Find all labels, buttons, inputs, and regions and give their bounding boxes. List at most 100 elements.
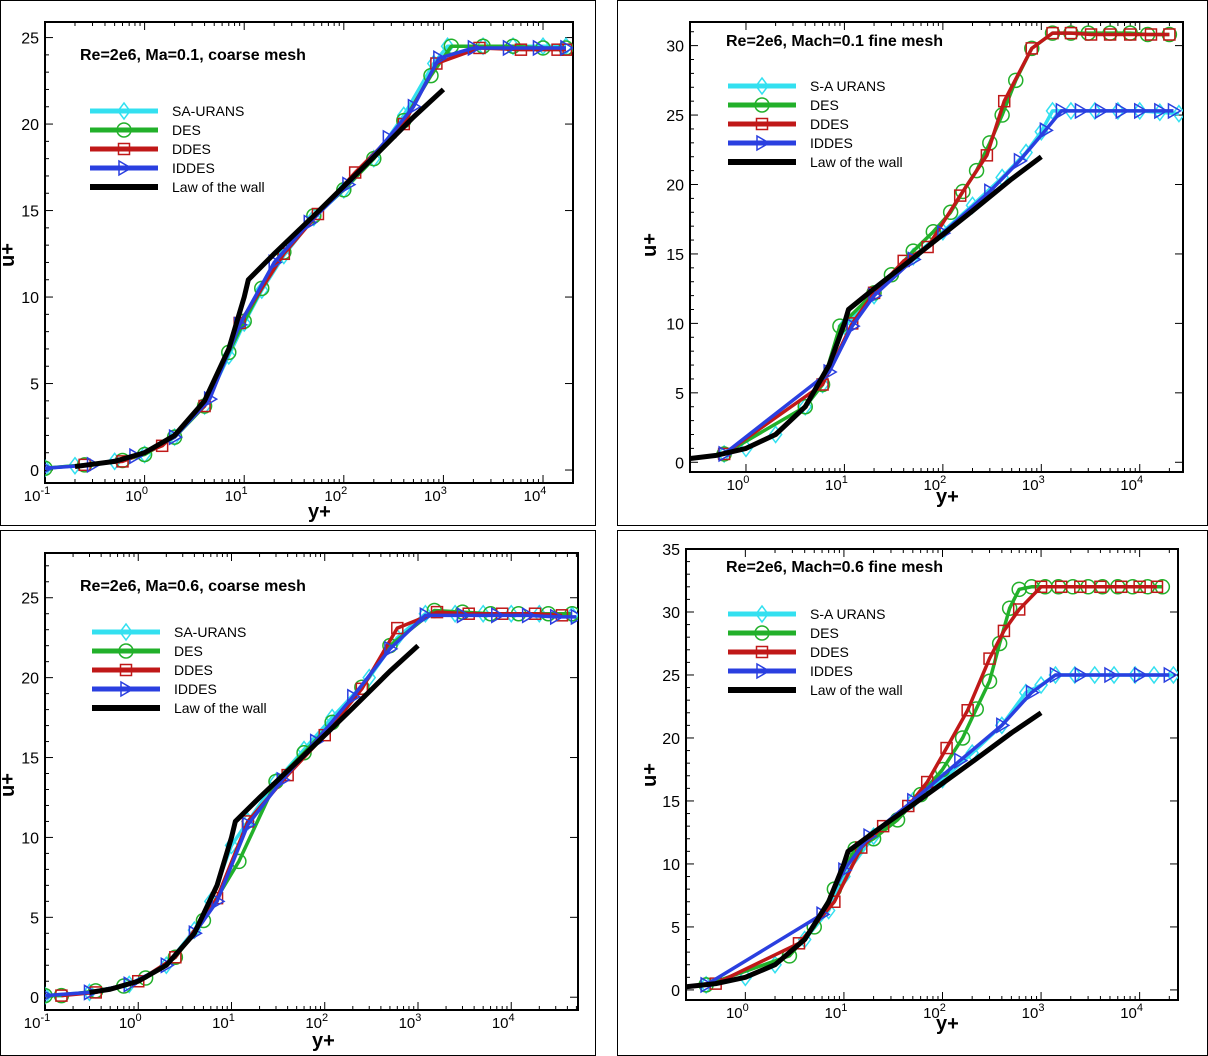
marker-diamond [476, 604, 491, 623]
x-tick-label: 103 [424, 485, 447, 505]
legend-entry-iddes: IDDES [90, 159, 215, 177]
y-tick-label: 5 [30, 377, 39, 394]
marker-triangle [502, 39, 517, 57]
y-tick-label: 20 [21, 117, 39, 134]
marker-triangle [1039, 122, 1054, 139]
marker-square [1025, 42, 1039, 55]
marker-square [1163, 28, 1176, 41]
x-tick-exponent: 1 [229, 1012, 235, 1024]
marker-triangle [407, 98, 422, 116]
marker-triangle [242, 816, 257, 833]
marker-diamond [1132, 101, 1147, 121]
marker-triangle [1049, 666, 1064, 684]
marker-circle [981, 673, 998, 690]
marker-diamond [1107, 665, 1121, 685]
marker-triangle [1154, 102, 1169, 120]
marker-diamond [1048, 665, 1063, 685]
legend-entry-wall: Law of the wall [92, 700, 267, 716]
x-tick-exponent: 4 [1137, 1002, 1143, 1014]
y-tick-label: 20 [666, 178, 684, 195]
marker-square [953, 189, 967, 202]
x-tick-label: 100 [125, 485, 148, 505]
marker-square [961, 704, 974, 717]
series-iddes [718, 102, 1182, 463]
marker-circle [1024, 40, 1040, 57]
y-tick-label: 0 [30, 990, 39, 1007]
series-line [705, 673, 1170, 987]
marker-square [1094, 580, 1107, 594]
plot-frame [685, 548, 1179, 1001]
marker-diamond [1110, 101, 1125, 121]
y-tick-label: 15 [662, 794, 680, 811]
marker-circle [167, 949, 184, 966]
marker-square [1012, 603, 1026, 616]
legend-entry-ddes: DDES [728, 644, 849, 660]
x-axis-label: y+ [312, 1030, 335, 1052]
marker-square [792, 937, 806, 950]
y-tick-label: 25 [21, 31, 39, 48]
marker-triangle [467, 39, 482, 57]
legend-entry-ddes: DDES [92, 662, 213, 678]
legend-label: SA-URANS [172, 103, 244, 119]
y-tick-label: 5 [675, 386, 684, 403]
marker-triangle [756, 134, 771, 152]
x-tick-exponent: 3 [441, 485, 447, 497]
x-tick-exponent: -1 [40, 1012, 50, 1024]
legend-label: S-A URANS [810, 78, 885, 94]
y-tick-label: 20 [21, 671, 39, 688]
x-tick-label: 101 [825, 474, 848, 494]
legend-label: IDDES [810, 135, 853, 151]
marker-square [755, 645, 769, 659]
series-line [89, 643, 420, 995]
legend-entry-wall: Law of the wall [728, 154, 903, 170]
y-tick-label: 0 [671, 983, 680, 1000]
x-tick-exponent: 2 [940, 474, 946, 486]
plot-area [45, 602, 578, 1005]
legend-label: DES [810, 97, 839, 113]
marker-diamond [1128, 665, 1143, 685]
marker-diamond [532, 604, 547, 623]
x-tick-label: 104 [492, 1012, 515, 1032]
legend-entry-ddes: DDES [90, 141, 211, 157]
marker-square [119, 663, 133, 677]
marker-diamond [1087, 665, 1102, 685]
marker-diamond [1171, 104, 1183, 123]
x-tick-label: 104 [1120, 1002, 1143, 1022]
marker-diamond [276, 246, 291, 265]
marker-circle [754, 97, 770, 113]
x-tick-exponent: 4 [540, 485, 546, 497]
y-tick-label: 35 [662, 542, 680, 559]
marker-triangle [45, 990, 54, 1001]
legend-entry-iddes: IDDES [92, 680, 217, 698]
marker-diamond [119, 622, 133, 642]
marker-square [1054, 580, 1068, 594]
legend-label: IDDES [172, 160, 215, 176]
x-axis-label: y+ [308, 501, 331, 523]
marker-triangle [118, 159, 133, 177]
marker-square [1144, 28, 1158, 41]
marker-triangle [1134, 102, 1149, 120]
y-tick-label: 25 [662, 668, 680, 685]
marker-circle [1007, 72, 1024, 89]
marker-square [277, 247, 291, 261]
x-tick-exponent: 0 [142, 485, 148, 497]
y-tick-label: 10 [662, 857, 680, 874]
y-axis-label: u+ [639, 233, 661, 257]
marker-diamond [117, 101, 131, 121]
series-wall [690, 154, 1043, 462]
marker-triangle [532, 39, 547, 57]
marker-diamond [476, 36, 490, 56]
series-line [690, 154, 1043, 462]
marker-triangle [1133, 666, 1149, 684]
plot-frame [44, 21, 574, 484]
marker-square [430, 57, 443, 70]
x-tick-exponent: 3 [415, 1012, 421, 1024]
legend-label: DDES [810, 116, 849, 132]
marker-square [1103, 28, 1117, 41]
marker-triangle [996, 717, 1011, 734]
x-tick-exponent: 1 [841, 1002, 847, 1014]
x-tick-exponent: -1 [40, 485, 50, 497]
legend-label: Law of the wall [810, 154, 903, 170]
marker-triangle [1115, 102, 1130, 120]
